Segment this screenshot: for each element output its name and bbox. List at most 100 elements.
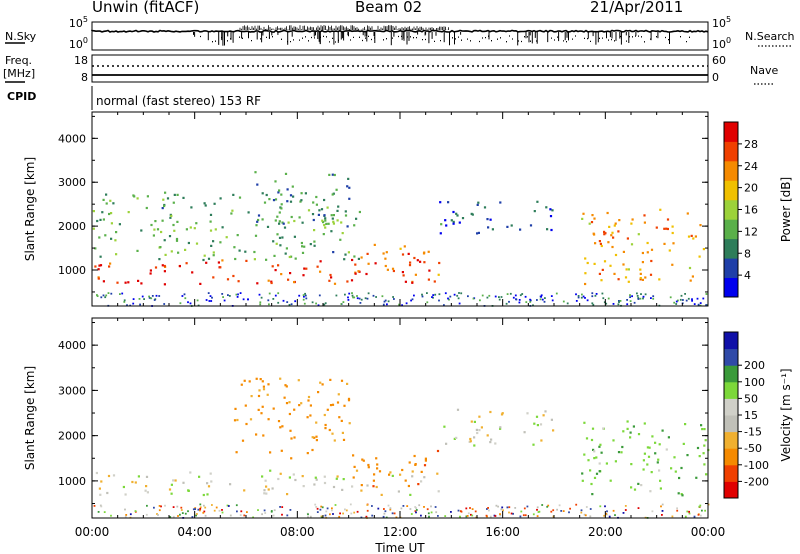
clutter-cell [691, 298, 693, 301]
clutter-cell [119, 293, 121, 295]
echo-cell [256, 183, 259, 186]
echo-cell [633, 488, 637, 491]
echo-cell [373, 473, 376, 476]
clutter-cell [392, 296, 394, 298]
clutter-cell [486, 508, 488, 510]
echo-cell [417, 483, 420, 486]
ylabel: Slant Range [km] [23, 157, 37, 261]
clutter-cell [96, 294, 98, 296]
echo-cell [263, 201, 267, 204]
clutter-cell [331, 509, 333, 512]
ytick-label: 1000 [58, 475, 86, 488]
echo-cell [542, 414, 545, 417]
ytick-label: 4000 [58, 132, 86, 145]
echo-cell [177, 251, 180, 254]
echo-cell [280, 449, 283, 452]
echo-cell [680, 466, 683, 470]
echo-cell [601, 268, 604, 271]
echo-cell [499, 427, 502, 430]
echo-cell [92, 227, 95, 230]
echo-cell [399, 473, 402, 476]
echo-cell [145, 206, 148, 210]
echo-cell [243, 379, 246, 382]
echo-cell [452, 222, 455, 225]
clutter-cell [682, 299, 684, 301]
echo-cell [277, 264, 280, 267]
echo-cell [236, 234, 239, 237]
clutter-cell [679, 298, 682, 301]
clutter-cell [432, 296, 434, 299]
clutter-cell [568, 511, 570, 514]
echo-cell [351, 485, 354, 488]
clutter-cell [326, 507, 329, 510]
echo-cell [630, 463, 633, 466]
clutter-cell [211, 296, 213, 299]
echo-cell [256, 282, 259, 285]
echo-cell [102, 280, 105, 283]
clutter-cell [325, 510, 328, 513]
echo-cell [284, 252, 287, 255]
echo-cell [646, 241, 649, 245]
echo-region [439, 200, 554, 235]
echo-cell [234, 407, 237, 410]
clutter-cell [414, 506, 417, 508]
echo-cell [278, 222, 281, 225]
clutter-cell [222, 296, 224, 298]
clutter-cell [604, 505, 606, 508]
clutter-cell [270, 510, 273, 513]
echo-cell [475, 428, 478, 431]
clutter-cell [622, 512, 625, 514]
clutter-cell [415, 507, 417, 509]
echo-cell [582, 212, 585, 215]
echo-cell [184, 248, 187, 251]
echo-cell [658, 443, 661, 446]
clutter-cell [318, 294, 321, 297]
clutter-cell [199, 503, 202, 506]
echo-cell [536, 200, 539, 203]
echo-cell [152, 234, 155, 237]
clutter-cell [223, 299, 226, 302]
echo-cell [440, 223, 443, 226]
clutter-cell [415, 509, 418, 511]
colorbar-segment [724, 415, 738, 433]
echo-cell [456, 408, 460, 411]
colorbar-tick-label: 28 [744, 138, 758, 151]
clutter-cell [458, 302, 461, 305]
echo-cell [346, 225, 349, 228]
clutter-cell [141, 295, 144, 298]
echo-cell [267, 488, 270, 491]
echo-cell [367, 262, 370, 265]
echo-cell [337, 205, 340, 208]
echo-cell [401, 468, 404, 472]
clutter-cell [356, 297, 359, 300]
echo-cell [588, 222, 591, 225]
echo-cell [289, 272, 292, 275]
clutter-cell [488, 509, 490, 512]
clutter-cell [471, 514, 474, 517]
echo-cell [265, 492, 268, 495]
echo-cell [374, 262, 377, 265]
echo-cell [280, 193, 283, 196]
echo-cell [341, 488, 344, 491]
clutter-cell [584, 514, 587, 517]
clutter-cell [226, 504, 229, 507]
echo-cell [447, 201, 450, 204]
clutter-cell [430, 511, 433, 514]
clutter-cell [366, 509, 369, 512]
clutter-cell [487, 507, 489, 509]
echo-cell [271, 487, 274, 490]
clutter-cell [236, 510, 238, 513]
echo-cell [607, 241, 610, 244]
echo-cell [283, 226, 287, 229]
echo-cell [367, 466, 370, 469]
colorbar-segment [724, 122, 738, 142]
clutter-cell [421, 295, 424, 298]
echo-region [95, 469, 440, 497]
clutter-cell [631, 295, 633, 298]
clutter-cell [575, 293, 577, 296]
echo-cell [473, 420, 476, 423]
echo-cell [316, 265, 319, 268]
clutter-cell [642, 297, 644, 300]
clutter-cell [410, 299, 412, 302]
echo-cell [189, 226, 192, 229]
